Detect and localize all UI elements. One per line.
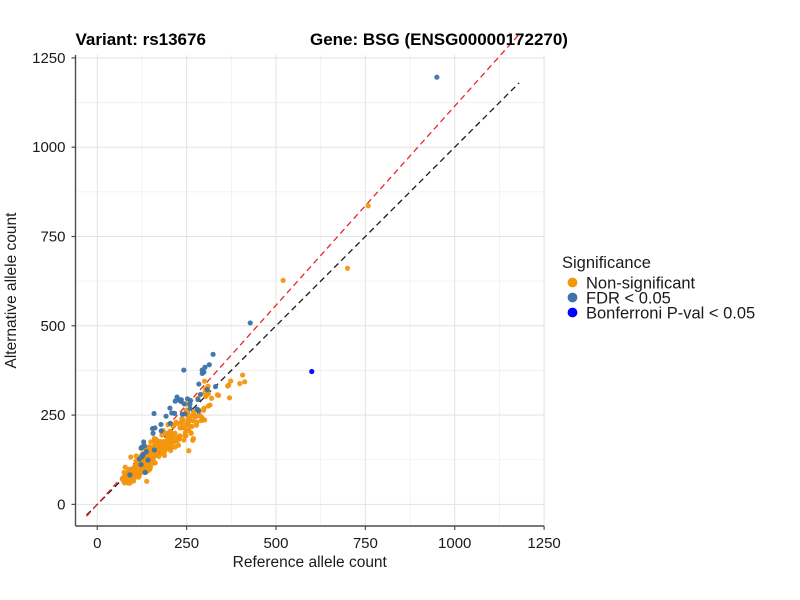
svg-text:Gene: BSG (ENSG00000172270): Gene: BSG (ENSG00000172270) (310, 30, 568, 49)
svg-text:250: 250 (40, 407, 65, 424)
svg-text:1000: 1000 (32, 139, 65, 156)
svg-text:0: 0 (93, 535, 101, 552)
svg-text:0: 0 (57, 496, 65, 513)
svg-text:Alternative allele count: Alternative allele count (3, 212, 20, 369)
svg-text:250: 250 (174, 535, 199, 552)
svg-text:1250: 1250 (32, 50, 65, 67)
svg-text:Reference allele count: Reference allele count (233, 554, 388, 571)
svg-text:750: 750 (40, 229, 65, 246)
svg-text:500: 500 (40, 318, 65, 335)
svg-text:500: 500 (263, 535, 288, 552)
svg-text:Significance: Significance (562, 254, 651, 272)
svg-text:750: 750 (353, 535, 378, 552)
svg-text:Variant: rs13676: Variant: rs13676 (76, 30, 206, 49)
svg-text:1000: 1000 (438, 535, 471, 552)
svg-text:1250: 1250 (527, 535, 560, 552)
svg-text:Bonferroni P-val < 0.05: Bonferroni P-val < 0.05 (586, 304, 755, 322)
